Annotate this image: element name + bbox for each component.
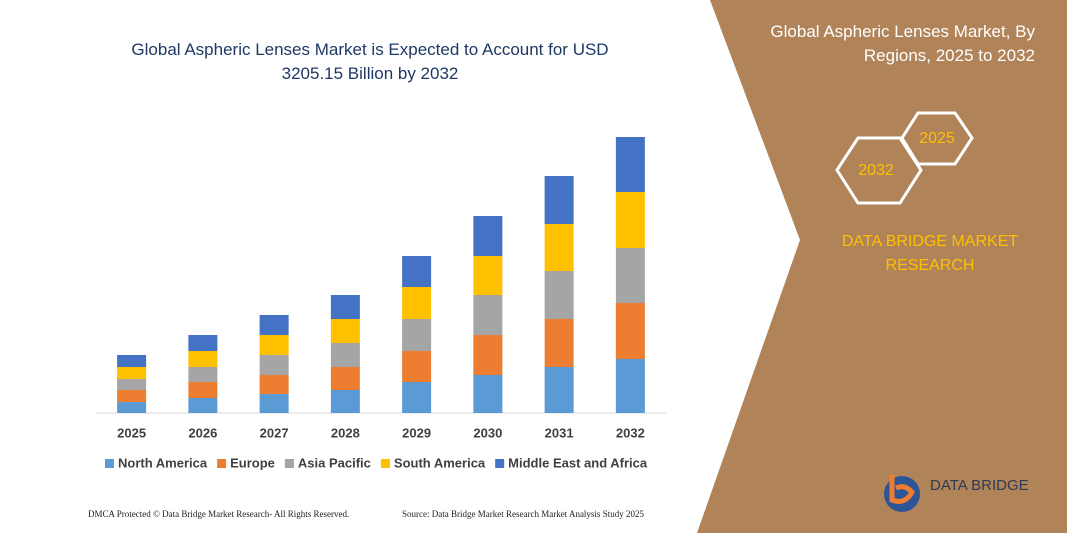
bar-segment (330, 390, 360, 413)
bar-segment (117, 390, 147, 402)
bar-segment (402, 351, 432, 382)
logo-text: DATA BRIDGE (930, 477, 1029, 494)
bar-segment (188, 351, 218, 367)
x-tick-label: 2026 (188, 425, 217, 440)
bar-segment (259, 355, 289, 375)
hex-label: 2032 (858, 162, 894, 179)
bar-segment (473, 256, 503, 295)
footer-text: DMCA Protected © Data Bridge Market Rese… (88, 509, 350, 519)
bar-segment (188, 382, 218, 398)
legend-label: Europe (230, 455, 275, 470)
bar-segment (330, 343, 360, 367)
bar-segment (188, 398, 218, 413)
bar-segment (544, 319, 574, 367)
legend-label: South America (394, 455, 486, 470)
bar-segment (259, 375, 289, 394)
brand-text: DATA BRIDGE MARKET RESEARCH (841, 233, 1019, 274)
hex-label: 2025 (919, 130, 955, 147)
hexagon (900, 111, 974, 166)
x-tick-label: 2030 (473, 425, 502, 440)
bar-segment (402, 287, 432, 319)
panel-title: Global Aspheric Lenses Market, By Region… (770, 22, 1035, 65)
side-panel (697, 0, 1067, 533)
bar-segment (402, 382, 432, 413)
legend-label: Middle East and Africa (508, 455, 648, 470)
x-tick-label: 2031 (545, 425, 574, 440)
bar-segment (117, 367, 147, 379)
x-tick-label: 2029 (402, 425, 431, 440)
hexagon (835, 136, 923, 205)
legend-swatch (495, 459, 505, 468)
x-tick-label: 2028 (331, 425, 360, 440)
legend-swatch (217, 459, 227, 468)
bar-segment (402, 256, 432, 287)
bar-segment (473, 335, 503, 375)
bar-segment (615, 359, 645, 413)
bar-segment (402, 319, 432, 351)
bar-segment (330, 367, 360, 390)
legend-swatch (284, 459, 294, 468)
bar-segment (330, 295, 360, 319)
bar-segment (615, 248, 645, 303)
bar-segment (544, 271, 574, 319)
legend-swatch (105, 459, 114, 468)
x-tick-label: 2025 (117, 425, 146, 440)
bar-segment (544, 367, 574, 413)
bar-segment (117, 355, 147, 367)
bar-segment (117, 379, 147, 390)
bar-segment (188, 367, 218, 382)
bar-segment (259, 335, 289, 355)
bar-segment (615, 192, 645, 248)
bar-segment (544, 176, 574, 224)
bar-segment (544, 224, 574, 271)
legend-label: North America (118, 455, 208, 470)
chart-title: Global Aspheric Lenses Market is Expecte… (131, 40, 609, 83)
bar-segment (259, 394, 289, 413)
bar-segment (615, 137, 645, 192)
legend-label: Asia Pacific (298, 455, 371, 470)
bar-segment (188, 335, 218, 351)
footer-text: Source: Data Bridge Market Research Mark… (402, 509, 644, 519)
bar-segment (473, 216, 503, 256)
logo-icon (889, 475, 916, 504)
x-tick-label: 2032 (616, 425, 645, 440)
legend-swatch (380, 459, 390, 468)
bar-segment (615, 303, 645, 359)
bar-segment (117, 402, 147, 413)
bar-segment (259, 315, 289, 335)
x-tick-label: 2027 (260, 425, 289, 440)
bar-segment (473, 295, 503, 335)
logo-icon (884, 476, 920, 512)
bar-segment (473, 375, 503, 413)
bar-segment (330, 319, 360, 343)
